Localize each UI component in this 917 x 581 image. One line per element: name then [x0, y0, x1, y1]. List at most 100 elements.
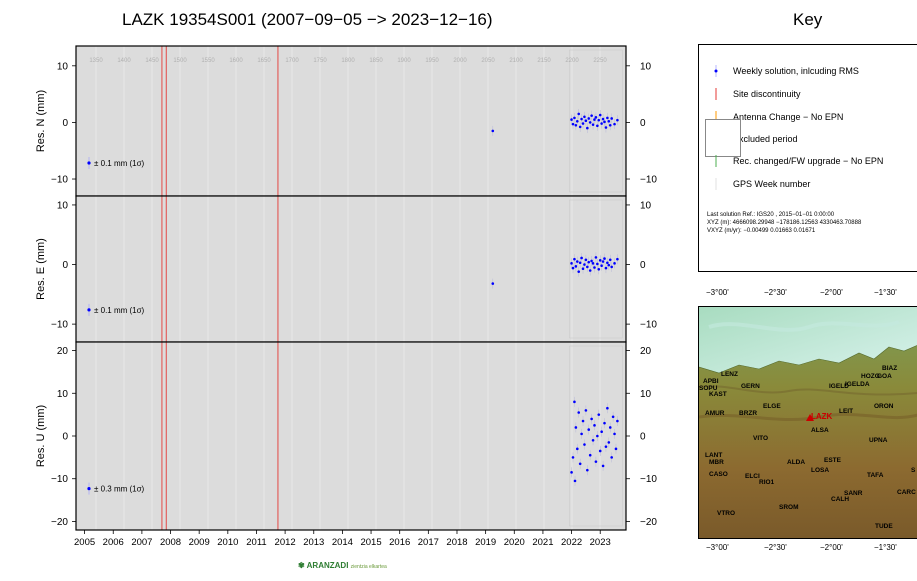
data-point-2-3 [573, 479, 577, 483]
data-point-0-30 [613, 122, 616, 126]
map-lon-bottom-1: −3°00' [706, 543, 729, 552]
data-point-0-24 [603, 120, 606, 124]
station-brzr: BRZR [739, 410, 758, 417]
ytick-label-right-2-0: −20 [640, 517, 657, 528]
station-vtro: VTRO [717, 510, 736, 517]
legend-item-excluded-period: Excluded period [733, 134, 798, 144]
key-footer-xyz: XYZ (m): 4666098.29948 −178186.12563 433… [707, 220, 862, 226]
station-rio1: RIO1 [759, 479, 775, 486]
data-point-0-27 [607, 119, 611, 123]
data-point-0-5 [576, 119, 579, 123]
data-point-2-12 [586, 468, 589, 472]
legend-discontinuity-symbol [709, 87, 723, 100]
station-igelda: IGELDA [845, 381, 870, 388]
gps-week-label-11: 1900 [397, 58, 411, 64]
data-point-1-27 [607, 263, 611, 267]
gps-week-label-13: 2000 [453, 58, 467, 64]
data-point-2-21 [598, 449, 602, 453]
xtick-label-12: 2017 [418, 537, 439, 548]
data-point-1-2 [571, 266, 575, 270]
ytick-label-left-0-1: 0 [62, 118, 68, 129]
legend-item-weekly-solution: Weekly solution, inlcuding RMS [733, 66, 859, 76]
xtick-label-2: 2007 [131, 537, 152, 548]
data-point-0-3 [573, 116, 576, 120]
key-footer-ref: Last solution Ref.: IGS20 , 2015−01−01 0… [707, 212, 835, 218]
station-vito: VITO [753, 435, 769, 442]
data-point-0-22 [600, 122, 603, 125]
panel-bg-0 [76, 46, 626, 196]
gps-week-label-3: 1500 [173, 58, 187, 64]
xtick-label-10: 2015 [360, 537, 381, 548]
station-alda: ALDA [787, 459, 806, 466]
data-point-0-8 [580, 117, 583, 121]
data-point-2-18 [594, 460, 598, 463]
gps-week-label-5: 1600 [229, 58, 243, 64]
ytick-label-right-2-1: −10 [640, 474, 657, 485]
xtick-label-1: 2006 [103, 537, 124, 548]
ytick-label-left-2-2: 0 [62, 432, 68, 443]
data-point-2-24 [603, 421, 606, 425]
panel-frame-2 [75, 341, 627, 531]
logo-subtitle: zientzia elkartea [350, 564, 387, 570]
station-mbr: MBR [709, 459, 724, 466]
gps-week-label-18: 2250 [593, 58, 607, 64]
station-upna: UPNA [869, 437, 888, 444]
rms-dot-1 [87, 308, 91, 312]
gps-week-label-9: 1800 [341, 58, 355, 64]
xtick-label-18: 2023 [590, 537, 611, 548]
xtick-label-16: 2021 [532, 537, 553, 548]
station-sanr: SANR [844, 490, 863, 497]
data-point-1-5 [576, 260, 579, 263]
station-tafa: TAFA [867, 472, 884, 479]
data-point-2-25 [604, 445, 608, 448]
map-lon-bottom-4: −1°30' [874, 543, 897, 552]
data-point-1-11 [584, 258, 588, 262]
data-point-0-26 [606, 116, 609, 120]
station-losa: LOSA [811, 467, 830, 474]
data-point-0-16 [591, 123, 595, 126]
xtick-label-5: 2010 [217, 537, 238, 548]
data-point-2-1 [571, 456, 575, 459]
error-band-2 [569, 345, 623, 527]
ytick-label-right-0-2: 10 [640, 61, 652, 72]
station-sopu: SOPU [699, 385, 718, 392]
data-point-1-15 [590, 259, 593, 263]
data-point-2-30 [611, 415, 615, 419]
map-lon-bottom-2: −2°30' [764, 543, 787, 552]
data-point-1-21 [598, 259, 602, 262]
station-tude: TUDE [875, 523, 893, 530]
station-hozg: HOZG [861, 373, 880, 380]
rms-label-2: ± 0.3 mm (1σ) [94, 485, 145, 494]
ytick-label-left-1-2: 10 [57, 200, 69, 211]
station-gern: GERN [741, 383, 760, 390]
map-lon-bottom-3: −2°00' [820, 543, 843, 552]
station-carc: CARC [897, 489, 916, 496]
data-point-0-31 [616, 118, 619, 122]
data-point-0-25 [604, 126, 608, 129]
data-point-1-16 [591, 262, 595, 265]
gps-week-label-2: 1450 [145, 58, 159, 64]
key-legend: Weekly solution, inlcuding RMS Site disc… [698, 44, 917, 272]
data-point-1-14 [588, 269, 592, 272]
data-point-0-14 [588, 121, 592, 124]
legend-item-site-discontinuity: Site discontinuity [733, 89, 801, 99]
map-lon-top-2: −2°30' [764, 288, 787, 297]
data-point-1-31 [616, 257, 619, 261]
station-calh: CALH [831, 496, 850, 503]
data-point-2-15 [590, 417, 593, 421]
data-point-2-16 [591, 438, 595, 442]
xtick-label-8: 2013 [303, 537, 324, 548]
data-point-1-8 [580, 256, 583, 260]
data-point-1-6 [577, 270, 581, 273]
data-point-0-2 [571, 122, 575, 126]
xtick-label-4: 2009 [189, 537, 210, 548]
ytick-label-left-0-2: 10 [57, 61, 69, 72]
legend-item-receiver-change: Rec. changed/FW upgrade − No EPN [733, 156, 884, 166]
gps-week-label-1: 1400 [117, 58, 131, 64]
station-elci: ELCI [745, 473, 760, 480]
chart-title: LAZK 19354S001 (2007−09−05 −> 2023−12−16… [122, 10, 493, 29]
station-alsa: ALSA [811, 427, 829, 434]
ytick-label-left-2-3: 10 [57, 389, 69, 400]
legend-item-gps-week: GPS Week number [733, 179, 811, 189]
data-point-1-9 [581, 267, 585, 271]
